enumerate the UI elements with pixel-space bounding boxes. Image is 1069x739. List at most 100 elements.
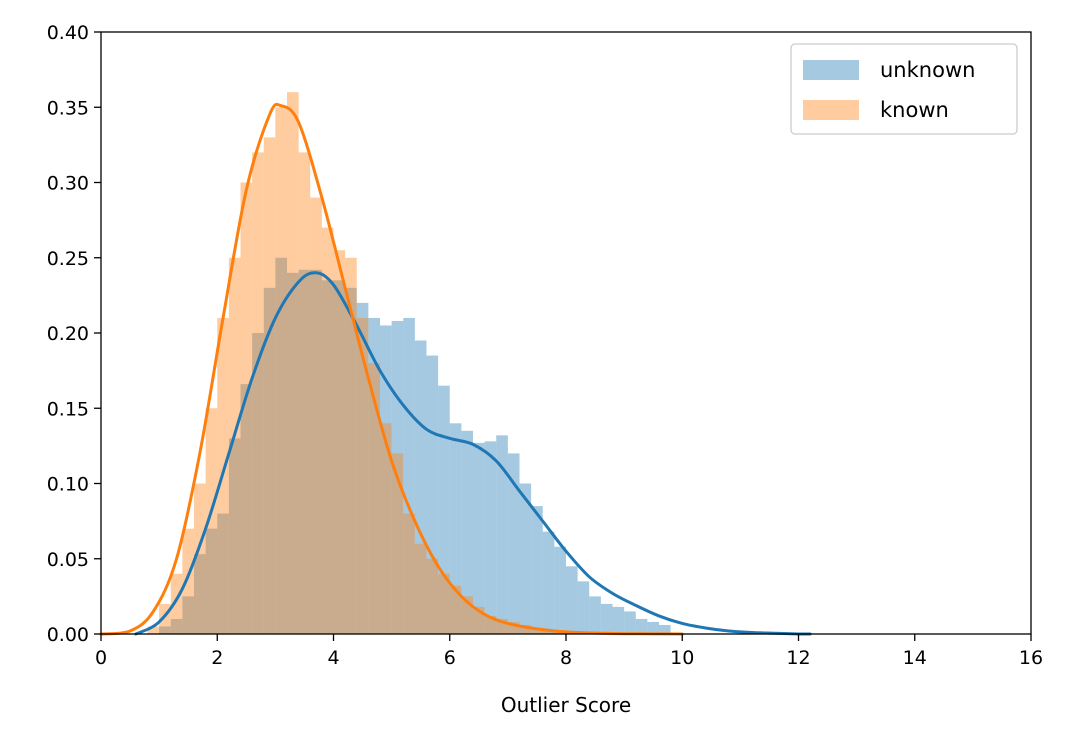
bar-known-14 bbox=[310, 197, 322, 635]
bar-known-8 bbox=[240, 182, 253, 634]
bar-known-20 bbox=[380, 423, 392, 634]
bar-unknown-8 bbox=[252, 333, 264, 634]
bars-known bbox=[147, 92, 566, 635]
bar-unknown-28 bbox=[484, 441, 497, 634]
bar-unknown-19 bbox=[380, 325, 392, 634]
bar-unknown-5 bbox=[217, 513, 229, 634]
legend: unknown known bbox=[790, 43, 1018, 135]
x-axis-label: Outlier Score bbox=[501, 693, 631, 717]
bar-unknown-39 bbox=[612, 606, 625, 634]
bar-unknown-40 bbox=[624, 611, 636, 634]
bar-unknown-18 bbox=[368, 317, 380, 634]
y-tick-label: 0.20 bbox=[47, 323, 89, 345]
legend-label-known: known bbox=[880, 98, 949, 122]
bar-unknown-7 bbox=[240, 384, 253, 634]
x-tick-label: 14 bbox=[903, 647, 927, 669]
bar-unknown-30 bbox=[507, 453, 520, 634]
bar-unknown-22 bbox=[414, 340, 427, 634]
bar-unknown-25 bbox=[449, 423, 462, 634]
bar-known-32 bbox=[519, 624, 532, 634]
bar-unknown-14 bbox=[321, 280, 334, 634]
bar-unknown-16 bbox=[345, 287, 357, 634]
bar-unknown-21 bbox=[403, 317, 415, 634]
bar-unknown-17 bbox=[356, 302, 369, 634]
bar-known-12 bbox=[287, 92, 299, 634]
y-tick-label: 0.30 bbox=[47, 173, 89, 195]
bar-known-1 bbox=[159, 603, 171, 634]
bars-layer bbox=[147, 92, 671, 635]
bars-unknown bbox=[159, 257, 671, 634]
bar-unknown-10 bbox=[275, 257, 287, 634]
bar-known-9 bbox=[252, 152, 264, 634]
bar-known-10 bbox=[263, 137, 276, 634]
bar-unknown-26 bbox=[461, 430, 473, 634]
bar-unknown-23 bbox=[426, 355, 439, 634]
axes-layer: 0 2 4 6 8 10 12 14 16 0.00 0.05 0.10 0.15 0.20 0.25 0.3… bbox=[47, 22, 1043, 717]
bar-known-28 bbox=[473, 606, 485, 634]
y-tick-label: 0.35 bbox=[47, 97, 89, 119]
bar-known-3 bbox=[182, 528, 194, 634]
bar-unknown-36 bbox=[577, 581, 590, 634]
bar-unknown-15 bbox=[333, 280, 346, 634]
bar-unknown-4 bbox=[205, 528, 218, 634]
bar-known-16 bbox=[333, 250, 346, 634]
y-tick-label: 0.40 bbox=[47, 22, 89, 44]
x-tick-label: 2 bbox=[211, 647, 223, 669]
bar-unknown-11 bbox=[287, 272, 299, 634]
bar-unknown-27 bbox=[473, 442, 485, 634]
y-tick-label: 0.25 bbox=[47, 248, 89, 270]
kde-line-known bbox=[99, 102, 684, 636]
x-tick-label: 10 bbox=[670, 647, 694, 669]
bar-unknown-38 bbox=[600, 603, 613, 634]
bar-known-33 bbox=[531, 627, 543, 634]
bar-unknown-43 bbox=[659, 624, 671, 634]
bar-unknown-37 bbox=[589, 596, 601, 634]
bar-known-21 bbox=[391, 453, 404, 634]
bar-known-4 bbox=[194, 483, 206, 634]
bar-known-5 bbox=[205, 408, 218, 634]
bar-known-24 bbox=[426, 558, 439, 634]
bar-known-0 bbox=[147, 626, 160, 634]
bar-known-26 bbox=[449, 585, 462, 634]
bar-known-29 bbox=[484, 615, 497, 634]
bar-unknown-9 bbox=[263, 287, 276, 634]
bar-known-13 bbox=[298, 152, 311, 634]
bar-known-2 bbox=[170, 573, 183, 634]
x-tick-label: 4 bbox=[327, 647, 339, 669]
legend-swatch-known bbox=[803, 100, 859, 120]
bar-unknown-24 bbox=[438, 385, 450, 634]
bar-unknown-34 bbox=[554, 546, 566, 634]
bar-unknown-1 bbox=[170, 618, 183, 634]
legend-label-unknown: unknown bbox=[880, 58, 975, 82]
y-tick-label: 0.00 bbox=[47, 624, 89, 646]
bar-unknown-32 bbox=[531, 506, 543, 634]
bar-unknown-41 bbox=[635, 618, 648, 634]
y-tick-label: 0.15 bbox=[47, 398, 89, 420]
y-tick-label: 0.10 bbox=[47, 474, 89, 496]
bar-unknown-3 bbox=[194, 554, 206, 634]
legend-box bbox=[790, 43, 1018, 135]
kde-line-unknown bbox=[134, 271, 812, 636]
bar-known-30 bbox=[496, 618, 508, 634]
bar-unknown-13 bbox=[310, 269, 322, 634]
bar-unknown-12 bbox=[298, 269, 311, 634]
bar-unknown-31 bbox=[519, 483, 532, 634]
bar-unknown-6 bbox=[228, 438, 241, 634]
kde-layer bbox=[99, 102, 812, 636]
bar-known-17 bbox=[345, 257, 357, 634]
y-tick-label: 0.05 bbox=[47, 549, 89, 571]
bar-unknown-35 bbox=[566, 566, 578, 634]
bar-unknown-42 bbox=[647, 621, 659, 634]
legend-swatch-unknown bbox=[803, 60, 859, 80]
bar-unknown-29 bbox=[496, 435, 508, 634]
bar-known-25 bbox=[438, 573, 450, 634]
bar-unknown-0 bbox=[159, 626, 171, 634]
bar-known-27 bbox=[461, 596, 473, 634]
bar-known-11 bbox=[275, 107, 287, 634]
bar-known-19 bbox=[368, 363, 380, 634]
x-tick-label: 0 bbox=[95, 647, 107, 669]
bar-known-23 bbox=[414, 543, 427, 634]
bar-known-22 bbox=[403, 513, 415, 634]
